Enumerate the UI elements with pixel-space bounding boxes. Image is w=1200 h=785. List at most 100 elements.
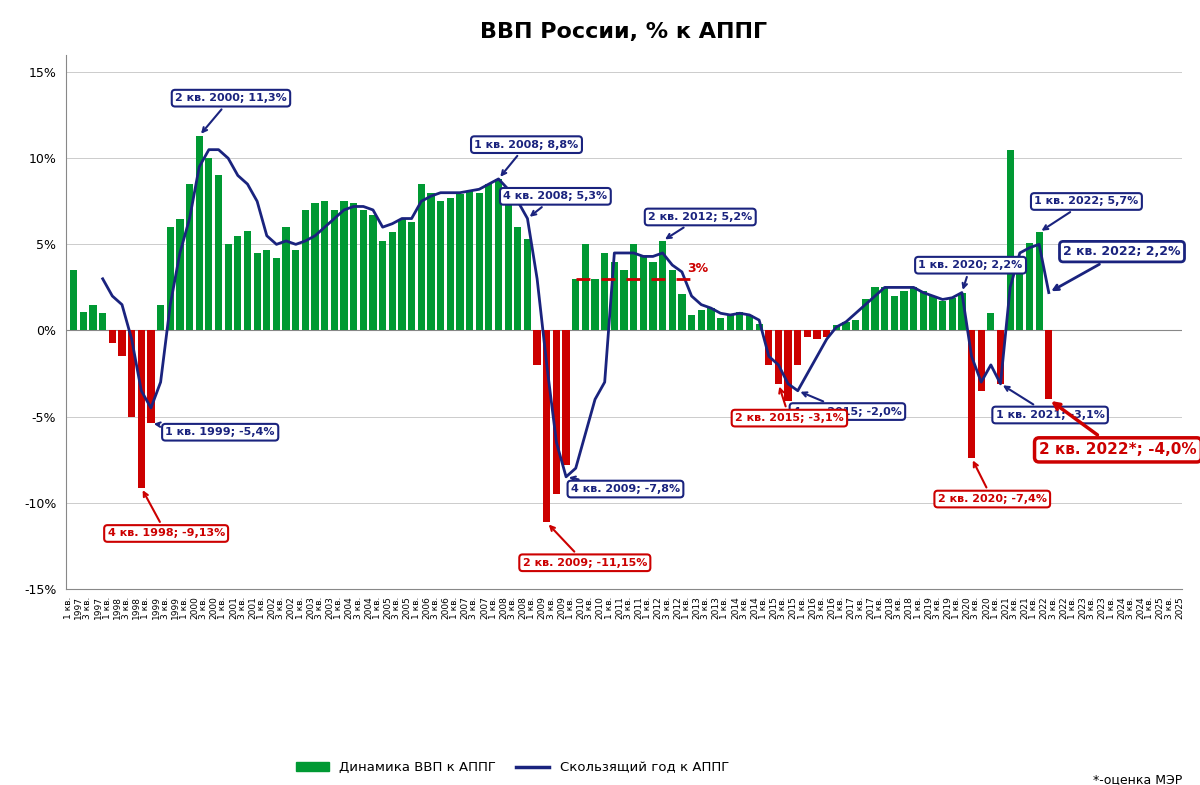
Bar (341, 201, 348, 330)
Bar (688, 315, 695, 330)
Bar (253, 253, 260, 330)
Bar (119, 330, 126, 356)
Bar (157, 305, 164, 330)
Bar (350, 203, 358, 330)
Bar (282, 227, 289, 330)
Bar (890, 296, 898, 330)
Bar (322, 201, 329, 330)
Bar (1045, 330, 1052, 400)
Bar (263, 250, 270, 330)
Bar (494, 179, 502, 330)
Bar (331, 210, 338, 330)
Bar (437, 201, 444, 330)
Bar (640, 257, 647, 330)
Bar (823, 330, 830, 338)
Bar (592, 279, 599, 330)
Bar (224, 244, 232, 330)
Bar (234, 236, 241, 330)
Bar (871, 287, 878, 330)
Bar (70, 270, 77, 330)
Bar (398, 218, 406, 330)
Bar (504, 196, 511, 330)
Bar (862, 299, 869, 330)
Bar (427, 192, 434, 330)
Bar (292, 250, 299, 330)
Bar (272, 258, 280, 330)
Text: *-оценка МЭР: *-оценка МЭР (1093, 773, 1182, 785)
Bar (716, 319, 724, 330)
Bar (978, 330, 985, 391)
Bar (649, 261, 656, 330)
Title: ВВП России, % к АППГ: ВВП России, % к АППГ (480, 22, 768, 42)
Bar (910, 287, 917, 330)
Bar (544, 330, 551, 523)
Bar (360, 210, 367, 330)
Bar (842, 322, 850, 330)
Bar (215, 176, 222, 330)
Bar (176, 218, 184, 330)
Bar (997, 330, 1004, 384)
Bar (949, 298, 956, 330)
Bar (446, 198, 454, 330)
Bar (582, 244, 589, 330)
Bar (466, 191, 473, 330)
Bar (370, 215, 377, 330)
Bar (756, 323, 763, 330)
Bar (794, 330, 802, 365)
Bar (1007, 150, 1014, 330)
Bar (611, 261, 618, 330)
Bar (775, 330, 782, 384)
Bar (746, 315, 754, 330)
Bar (1026, 243, 1033, 330)
Bar (563, 330, 570, 465)
Text: 4 кв. 2009; -7,8%: 4 кв. 2009; -7,8% (571, 476, 680, 494)
Bar (959, 293, 966, 330)
Bar (534, 330, 541, 365)
Bar (128, 330, 136, 417)
Bar (79, 312, 86, 330)
Bar (833, 325, 840, 330)
Bar (301, 210, 310, 330)
Text: 3%: 3% (686, 262, 708, 275)
Text: 2 кв. 2009; -11,15%: 2 кв. 2009; -11,15% (523, 526, 647, 568)
Bar (389, 232, 396, 330)
Bar (726, 315, 734, 330)
Text: 1 кв. 2020; 2,2%: 1 кв. 2020; 2,2% (918, 260, 1022, 288)
Bar (418, 184, 425, 330)
Bar (766, 330, 773, 365)
Bar (379, 241, 386, 330)
Bar (707, 308, 714, 330)
Bar (601, 253, 608, 330)
Bar (814, 330, 821, 339)
Bar (737, 312, 744, 330)
Bar (90, 305, 97, 330)
Bar (408, 222, 415, 330)
Bar (620, 270, 628, 330)
Bar (938, 301, 947, 330)
Bar (205, 159, 212, 330)
Bar (553, 330, 560, 494)
Bar (919, 291, 926, 330)
Text: 2 кв. 2012; 5,2%: 2 кв. 2012; 5,2% (648, 212, 752, 238)
Bar (138, 330, 145, 487)
Bar (475, 192, 482, 330)
Bar (988, 313, 995, 330)
Bar (659, 241, 666, 330)
Bar (456, 195, 463, 330)
Bar (881, 287, 888, 330)
Bar (1016, 261, 1024, 330)
Bar (929, 296, 936, 330)
Text: 1 кв. 2021; -3,1%: 1 кв. 2021; -3,1% (996, 386, 1104, 420)
Bar (968, 330, 976, 458)
Text: 1 кв. 2022; 5,7%: 1 кв. 2022; 5,7% (1034, 196, 1139, 229)
Bar (678, 294, 685, 330)
Text: 2 кв. 2020; -7,4%: 2 кв. 2020; -7,4% (937, 462, 1046, 504)
Bar (100, 313, 107, 330)
Text: 2 кв. 2015; -3,1%: 2 кв. 2015; -3,1% (736, 389, 844, 423)
Bar (785, 330, 792, 401)
Bar (109, 330, 116, 342)
Text: 4 кв. 2008; 5,3%: 4 кв. 2008; 5,3% (503, 192, 607, 215)
Bar (244, 231, 251, 330)
Text: 2 кв. 2000; 11,3%: 2 кв. 2000; 11,3% (175, 93, 287, 132)
Bar (524, 239, 532, 330)
